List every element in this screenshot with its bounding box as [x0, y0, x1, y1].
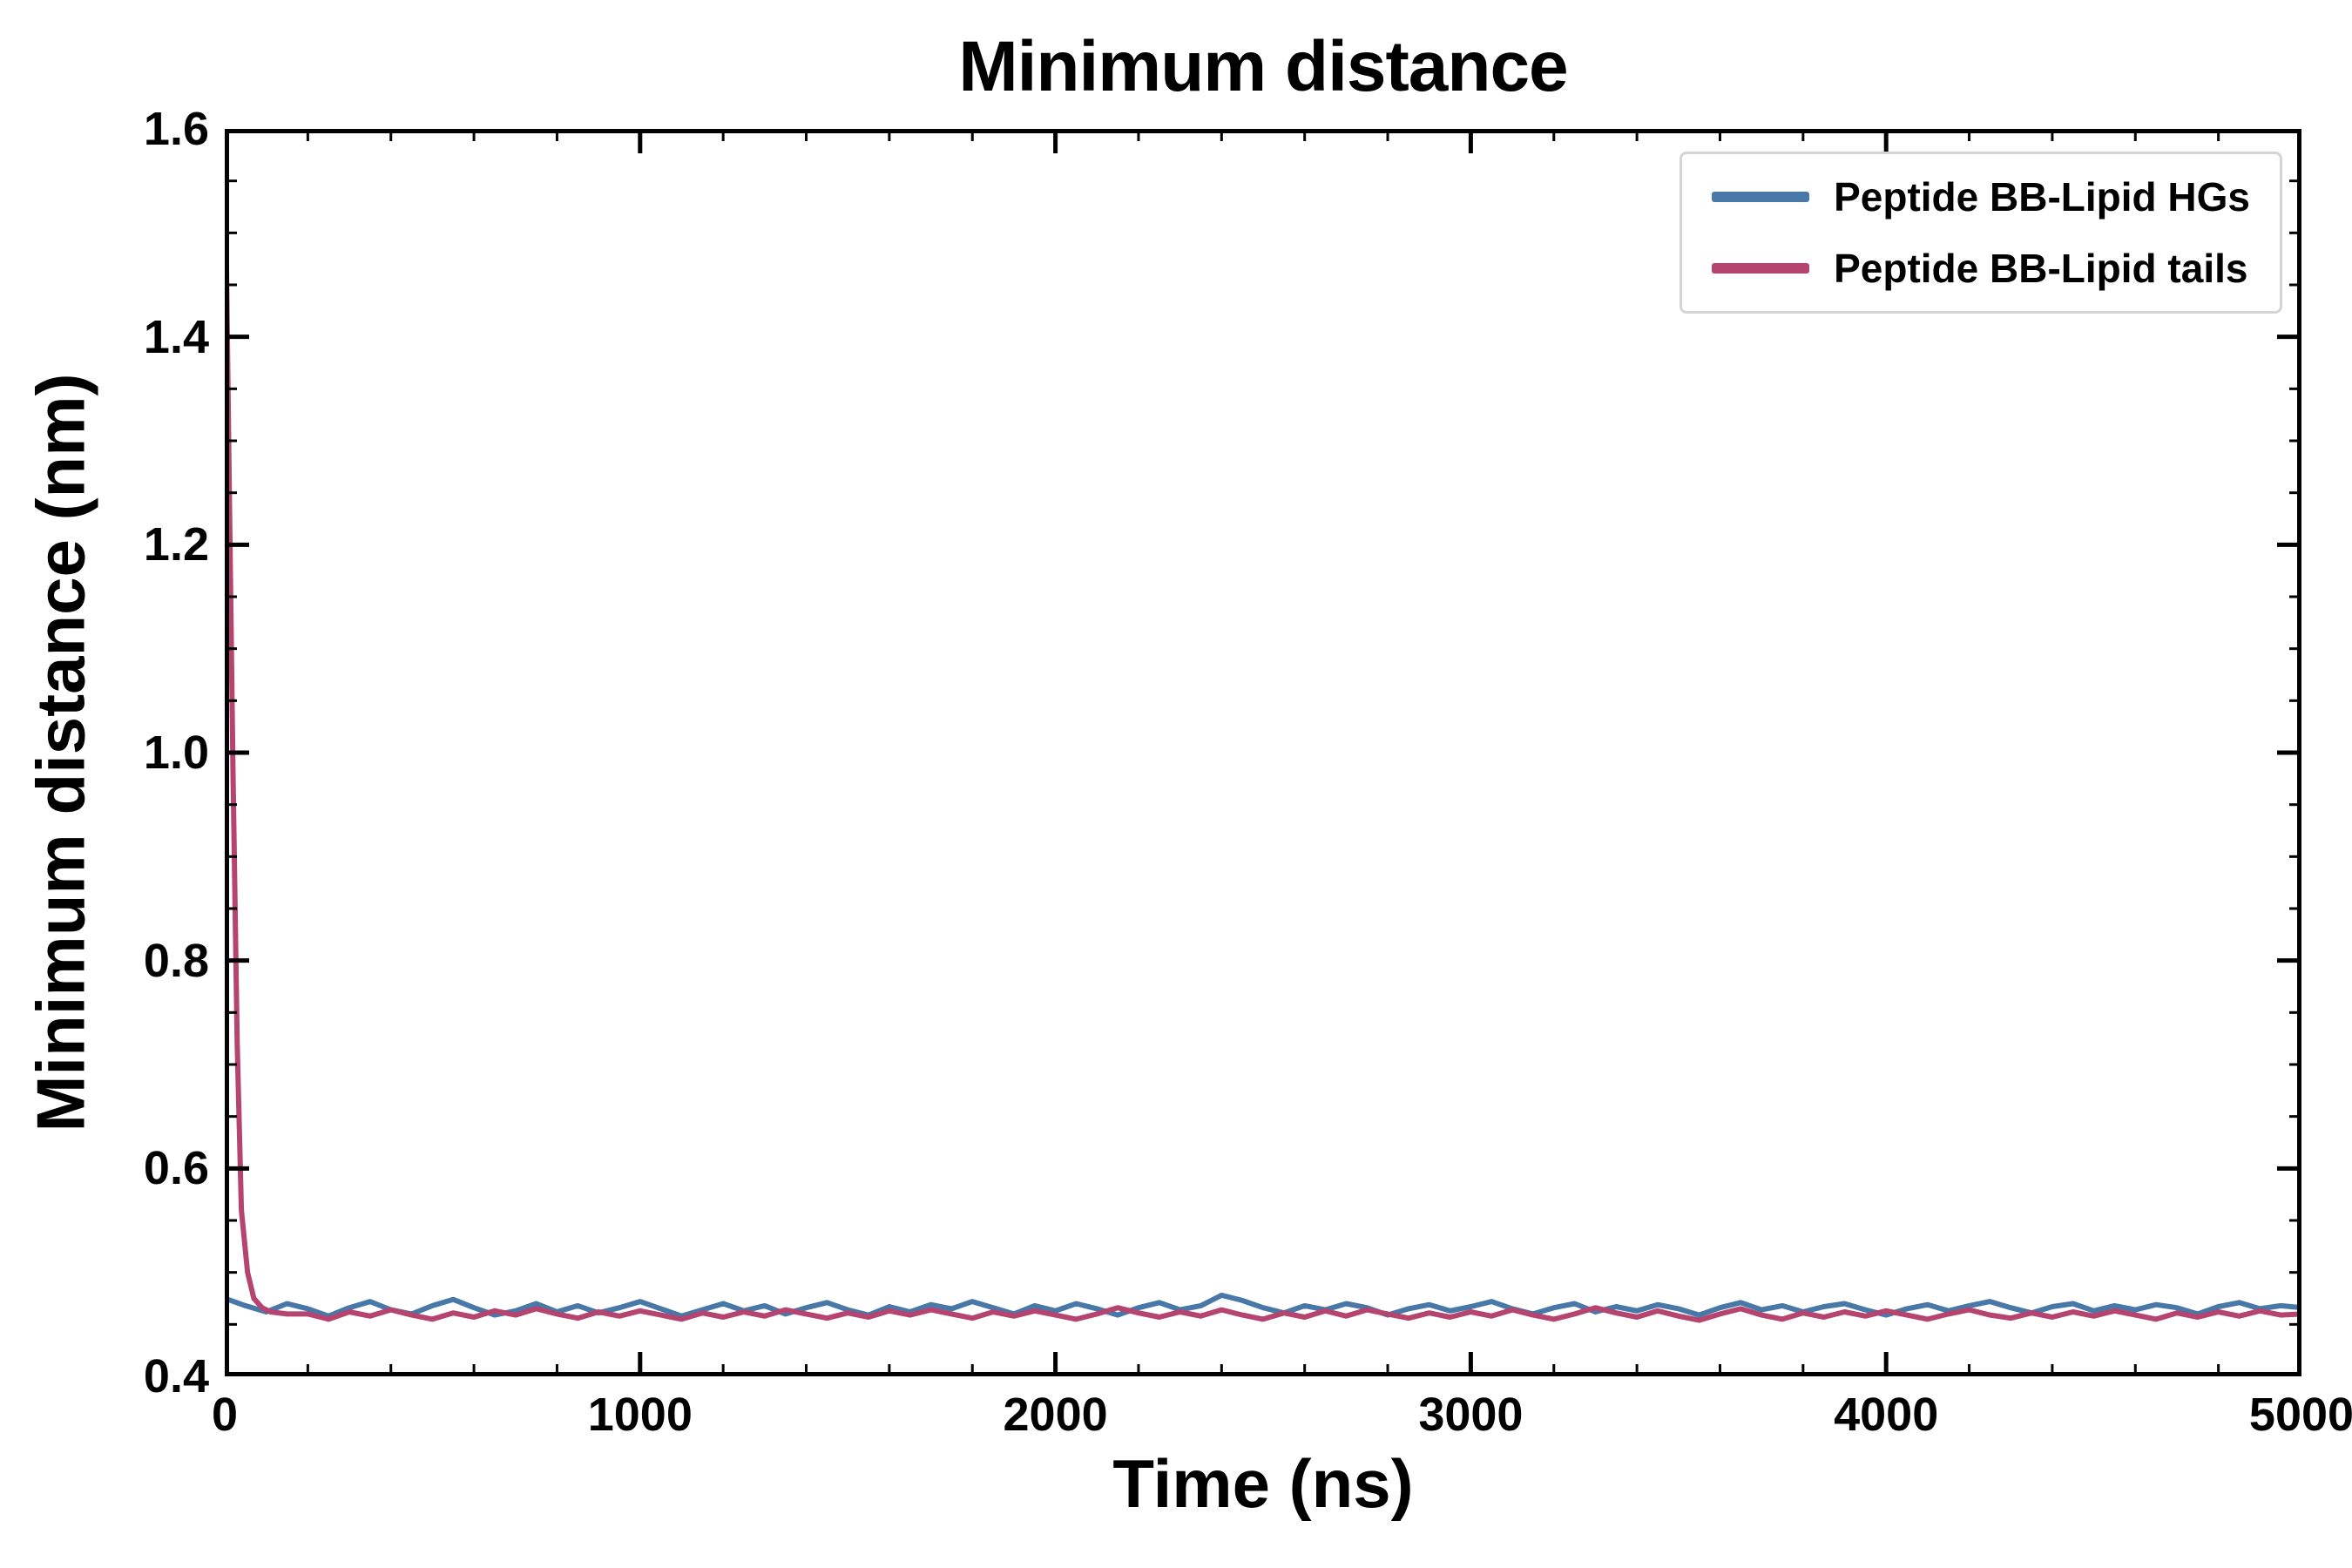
y-tick-label: 1.2: [143, 518, 209, 571]
series-line-0: [225, 1292, 2301, 1319]
legend-item-peptide-bb-lipid-hgs: Peptide BB-Lipid HGs: [1712, 173, 2250, 220]
x-tick-label: 0: [211, 1389, 239, 1441]
legend-label-hgs: Peptide BB-Lipid HGs: [1834, 174, 2250, 220]
legend-line-swatch-hgs: [1712, 192, 1810, 202]
plot-area: [225, 129, 2301, 1376]
x-tick-label: 1000: [587, 1389, 693, 1441]
x-axis-label: Time (ns): [1112, 1445, 1414, 1522]
y-tick-label: 1.6: [143, 103, 209, 155]
x-tick-label: 5000: [2248, 1389, 2352, 1441]
y-tick-label: 1.0: [143, 727, 209, 779]
y-tick-label: 0.8: [143, 934, 209, 987]
x-tick-label: 3000: [1418, 1389, 1524, 1441]
legend: Peptide BB-Lipid HGs Peptide BB-Lipid ta…: [1680, 152, 2282, 314]
legend-label-tails: Peptide BB-Lipid tails: [1834, 246, 2248, 291]
legend-line-swatch-tails: [1712, 263, 1810, 274]
chart-title: Minimum distance: [958, 27, 1568, 106]
y-tick-label: 0.4: [143, 1350, 209, 1402]
series-line-1: [225, 129, 2301, 1323]
legend-item-peptide-bb-lipid-tails: Peptide BB-Lipid tails: [1712, 245, 2250, 292]
y-tick-label: 1.4: [143, 310, 209, 363]
x-tick-label: 4000: [1834, 1389, 1939, 1441]
y-tick-label: 0.6: [143, 1142, 209, 1195]
x-tick-label: 2000: [1003, 1389, 1108, 1441]
